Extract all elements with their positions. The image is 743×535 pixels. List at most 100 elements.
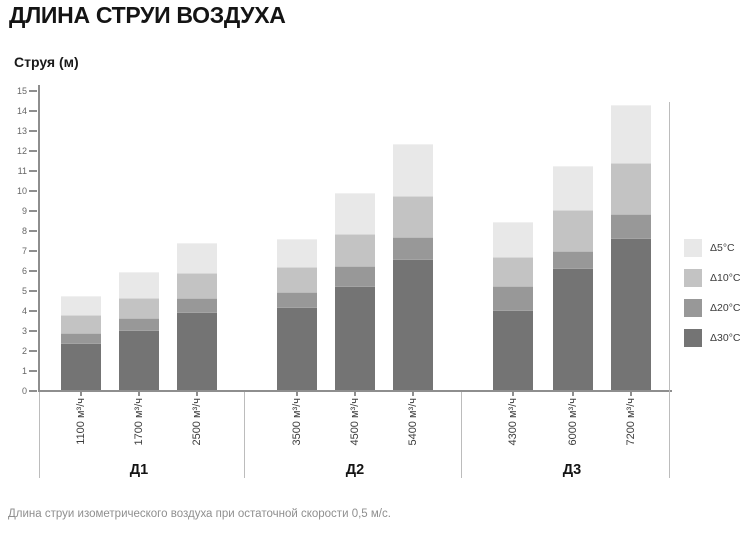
y-axis-tick: [29, 330, 37, 332]
bar-segment: [335, 193, 375, 234]
flow-rate-label: 3500 м³/ч: [291, 398, 303, 446]
y-axis-tick-label: 12: [16, 146, 27, 156]
bar-segment: [553, 210, 593, 251]
bar-segment: [611, 163, 651, 214]
y-axis-tick-label: 13: [16, 126, 27, 136]
bar-segment: [611, 214, 651, 238]
flow-rate-label: 4300 м³/ч: [507, 398, 519, 446]
bar-segment: [277, 267, 317, 292]
bar-segment: [119, 272, 159, 298]
x-axis-bar-tick: [138, 392, 140, 396]
flow-rate-label: 6000 м³/ч: [567, 398, 579, 446]
bar-segment: [277, 292, 317, 307]
bar-segment: [61, 296, 101, 315]
legend-swatch: [684, 299, 702, 317]
y-axis-tick-label: 1: [21, 366, 27, 376]
bar-segment: [335, 286, 375, 391]
x-axis-bar-tick: [196, 392, 198, 396]
group-separator-line: [461, 392, 462, 478]
y-axis-line: [37, 85, 40, 392]
bar-segment: [493, 286, 533, 310]
y-axis-tick: [29, 170, 37, 172]
y-axis-tick: [29, 130, 37, 132]
legend-swatch: [684, 239, 702, 257]
legend-swatch: [684, 329, 702, 347]
flow-rate-label: 7200 м³/ч: [625, 398, 637, 446]
y-axis-tick: [29, 90, 37, 92]
chart-caption: Длина струи изометрического воздуха при …: [8, 508, 391, 520]
flow-rate-label: 4500 м³/ч: [349, 398, 361, 446]
y-axis-tick-label: 2: [21, 346, 27, 356]
bar-segment: [393, 144, 433, 196]
y-axis-tick: [29, 230, 37, 232]
y-axis-tick-label: 3: [21, 326, 27, 336]
group-separator-line: [243, 392, 245, 478]
group-label: Д2: [345, 462, 365, 478]
y-axis-tick-label: 10: [16, 186, 27, 196]
y-axis-tick-label: 7: [21, 246, 27, 256]
bar-segment: [61, 333, 101, 343]
bar-segment: [553, 251, 593, 268]
page-title: ДЛИНА СТРУИ ВОЗДУХА: [9, 2, 286, 28]
group-label: Д1: [129, 462, 149, 478]
group-separator-line: [38, 392, 40, 478]
bar-segment: [553, 166, 593, 210]
y-axis-tick: [29, 390, 37, 392]
y-axis-title: Струя (м): [14, 54, 79, 70]
y-axis-tick-label: 15: [16, 86, 27, 96]
flow-rate-label: 5400 м³/ч: [407, 398, 419, 446]
bar-segment: [335, 266, 375, 286]
y-axis-tick: [29, 270, 37, 272]
flow-rate-label: 2500 м³/ч: [191, 398, 203, 446]
x-axis-line: [37, 390, 672, 392]
y-axis-tick: [29, 370, 37, 372]
legend-label: Δ10°C: [710, 272, 741, 284]
chart-right-boundary-line: [669, 102, 670, 478]
y-axis-tick-label: 11: [17, 166, 27, 176]
y-axis-tick-label: 14: [16, 106, 27, 116]
bar-segment: [493, 222, 533, 257]
x-axis-bar-tick: [412, 392, 414, 396]
bar-segment: [177, 312, 217, 391]
x-axis-bar-tick: [80, 392, 82, 396]
y-axis-tick-label: 9: [21, 206, 27, 216]
bar-segment: [277, 239, 317, 267]
bar-segment: [611, 105, 651, 163]
y-axis-tick: [29, 250, 37, 252]
x-axis-bar-tick: [630, 392, 632, 396]
y-axis-tick: [29, 350, 37, 352]
y-axis-tick-label: 4: [21, 306, 27, 316]
bar-segment: [553, 268, 593, 391]
y-axis-tick: [29, 290, 37, 292]
flow-rate-label: 1700 м³/ч: [133, 398, 145, 446]
bar-segment: [119, 330, 159, 391]
legend-label: Δ5°C: [710, 242, 735, 254]
flow-rate-label: 1100 м³/ч: [75, 398, 87, 445]
bar-segment: [177, 273, 217, 298]
y-axis-tick: [29, 210, 37, 212]
bar-segment: [119, 298, 159, 318]
y-axis-tick-label: 8: [21, 226, 27, 236]
x-axis-bar-tick: [512, 392, 514, 396]
y-axis-tick: [29, 150, 37, 152]
y-axis-tick-label: 6: [21, 266, 27, 276]
x-axis-bar-tick: [296, 392, 298, 396]
legend-swatch: [684, 269, 702, 287]
group-label: Д3: [562, 462, 582, 478]
bar-segment: [277, 307, 317, 391]
bar-segment: [119, 318, 159, 330]
bar-segment: [393, 196, 433, 237]
y-axis-tick: [29, 190, 37, 192]
bar-segment: [393, 237, 433, 259]
legend-label: Δ20°C: [710, 302, 741, 314]
bar-segment: [393, 259, 433, 391]
bar-segment: [61, 315, 101, 333]
bar-segment: [493, 310, 533, 391]
bar-segment: [611, 238, 651, 391]
y-axis-tick: [29, 310, 37, 312]
legend-label: Δ30°C: [710, 332, 741, 344]
y-axis-tick: [29, 110, 37, 112]
bar-segment: [493, 257, 533, 286]
